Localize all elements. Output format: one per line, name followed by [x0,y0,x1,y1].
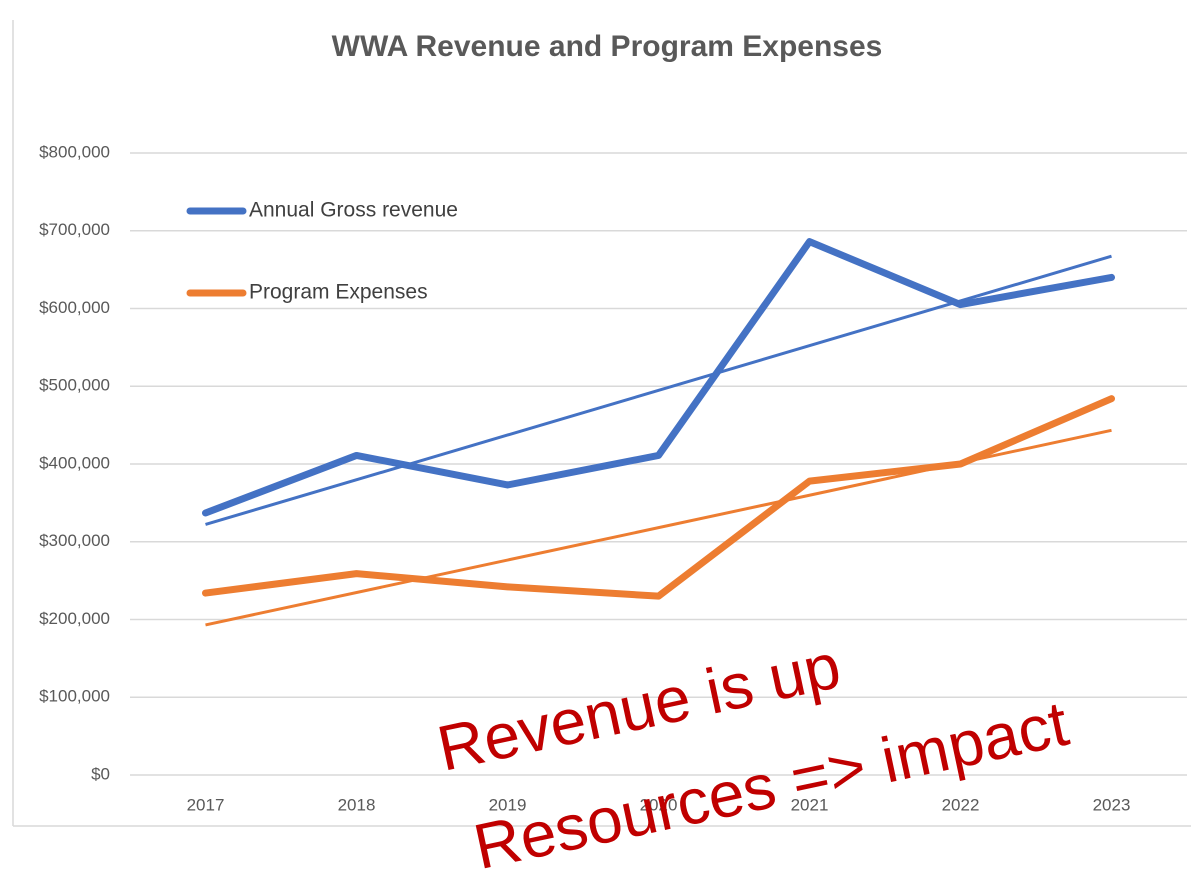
y-tick-label: $0 [91,764,110,783]
x-tick-label: 2020 [640,795,678,814]
x-tick-label: 2023 [1093,795,1131,814]
y-tick-label: $300,000 [39,531,110,550]
y-tick-label: $100,000 [39,687,110,706]
legend-label: Program Expenses [249,281,428,304]
y-tick-label: $600,000 [39,298,110,317]
series-line [202,238,1115,517]
y-tick-label: $800,000 [39,142,110,161]
series-line [202,395,1115,600]
y-tick-label: $400,000 [39,453,110,472]
y-tick-label: $200,000 [39,609,110,628]
y-tick-label: $700,000 [39,220,110,239]
x-tick-label: 2017 [187,795,225,814]
legend-label: Annual Gross revenue [249,199,458,222]
x-tick-label: 2022 [942,795,980,814]
x-tick-label: 2021 [791,795,829,814]
chart-title: WWA Revenue and Program Expenses [332,30,883,63]
x-tick-label: 2018 [338,795,376,814]
y-tick-label: $500,000 [39,376,110,395]
x-tick-label: 2019 [489,795,527,814]
